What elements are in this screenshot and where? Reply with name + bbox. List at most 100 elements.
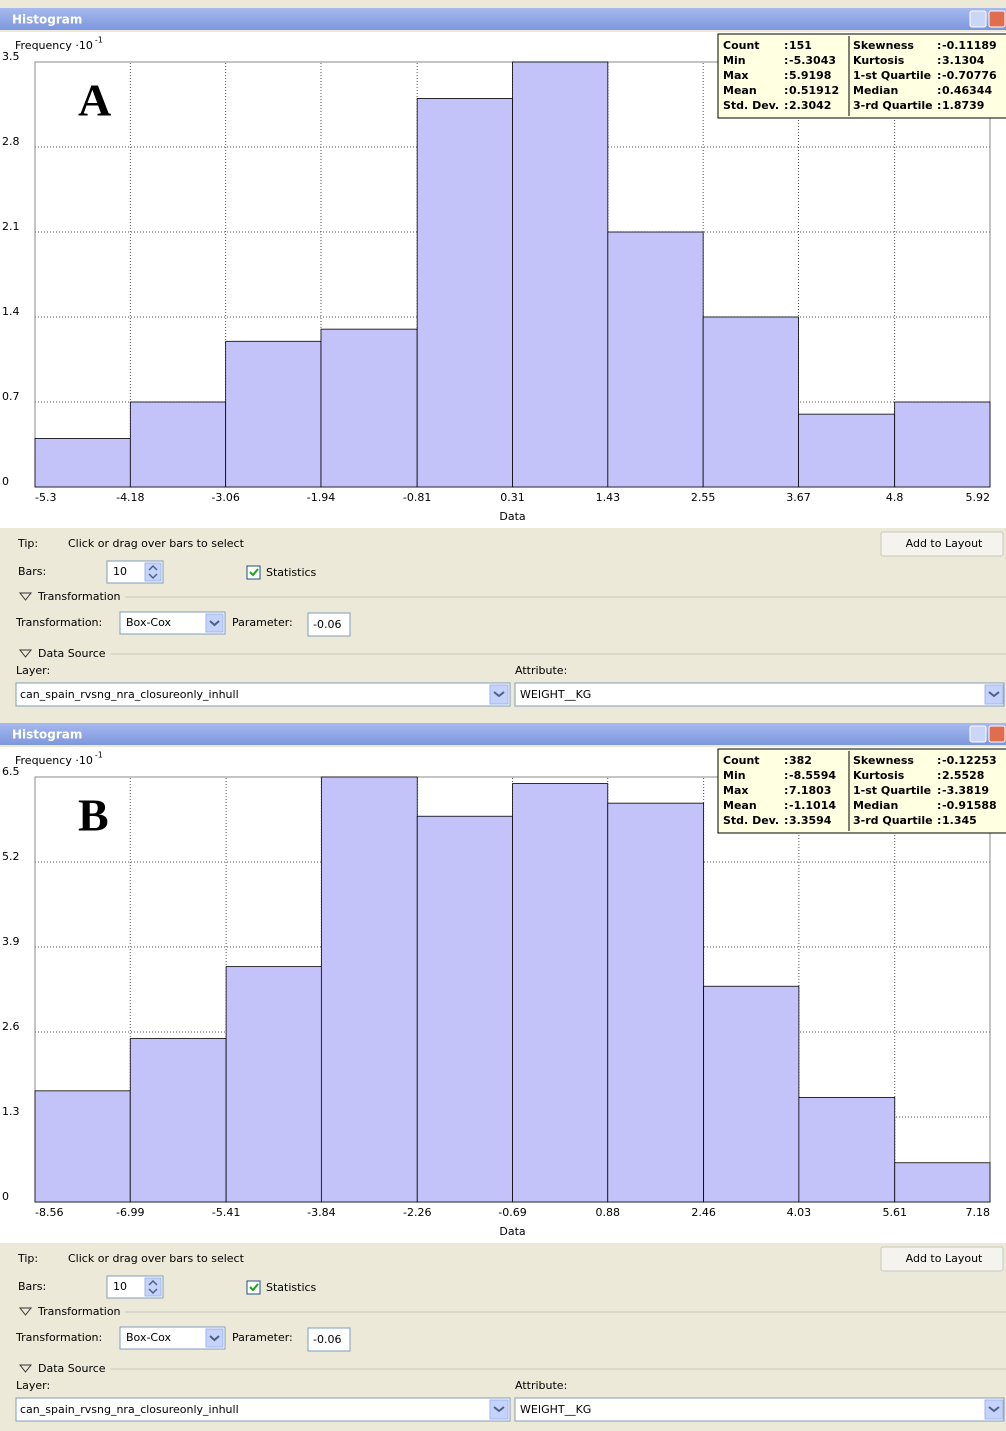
- bar[interactable]: [512, 61, 609, 488]
- section-toggle[interactable]: [18, 1364, 33, 1373]
- y-tick-label: 1.3: [2, 1105, 20, 1118]
- x-tick-label: 1.43: [596, 491, 621, 504]
- bar[interactable]: [894, 401, 991, 488]
- attribute-label: Attribute:: [515, 1379, 567, 1392]
- bar[interactable]: [129, 401, 227, 488]
- statistic-value: -1.1014: [789, 799, 836, 812]
- section-toggle[interactable]: [18, 649, 33, 658]
- title-bar: [0, 8, 1006, 30]
- add-to-layout-label: Add to Layout: [906, 537, 983, 550]
- combo-button[interactable]: [489, 684, 509, 705]
- statistic-colon: :: [784, 99, 788, 112]
- bar[interactable]: [798, 1096, 896, 1203]
- statistic-value: 3.3594: [789, 814, 832, 827]
- bar[interactable]: [607, 231, 704, 488]
- y-axis-label: Frequency ·10: [15, 39, 93, 52]
- help-button[interactable]: [969, 10, 987, 28]
- bar[interactable]: [798, 413, 896, 488]
- tip-text: Click or drag over bars to select: [68, 1252, 245, 1265]
- combo-button[interactable]: [205, 1328, 224, 1348]
- statistic-name: Median: [853, 84, 898, 97]
- statistic-value: 5.9198: [789, 69, 831, 82]
- bar[interactable]: [34, 438, 131, 488]
- statistic-colon: :: [784, 754, 788, 767]
- statistic-value: 2.5528: [942, 769, 984, 782]
- bar[interactable]: [607, 802, 705, 1203]
- parameter-input[interactable]: [307, 1327, 351, 1352]
- parameter-value: -0.06: [313, 1333, 341, 1346]
- statistic-value: -0.12253: [942, 754, 997, 767]
- combo-button[interactable]: [205, 613, 224, 633]
- statistics-checkbox[interactable]: [246, 1280, 261, 1295]
- add-to-layout-button[interactable]: [880, 531, 1004, 557]
- statistic-name: 3-rd Quartile: [853, 814, 933, 827]
- tip-label: Tip:: [17, 537, 38, 550]
- bar[interactable]: [320, 776, 418, 1203]
- bar[interactable]: [320, 328, 418, 488]
- panel-label: B: [78, 790, 109, 841]
- x-tick-label: -3.84: [307, 1206, 335, 1219]
- y-tick-label: 2.1: [2, 220, 20, 233]
- x-tick-label: -6.99: [116, 1206, 144, 1219]
- combo-button[interactable]: [984, 1399, 1004, 1420]
- statistic-name: Count: [723, 39, 760, 52]
- statistic-value: 0.46344: [942, 84, 992, 97]
- statistic-name: 1-st Quartile: [853, 69, 931, 82]
- attribute-combo[interactable]: [514, 1397, 1005, 1422]
- spin-arrows: [148, 1279, 158, 1295]
- combo-button[interactable]: [984, 684, 1004, 705]
- x-tick-label: -3.06: [211, 491, 239, 504]
- y-axis-exponent: -1: [95, 36, 103, 45]
- statistic-name: Min: [723, 769, 746, 782]
- bar[interactable]: [702, 316, 799, 488]
- close-button[interactable]: [988, 725, 1006, 743]
- statistic-name: Mean: [723, 84, 757, 97]
- x-tick-label: -2.26: [403, 1206, 431, 1219]
- combo-button[interactable]: [489, 1399, 509, 1420]
- transformation-label: Transformation:: [15, 1331, 102, 1344]
- attribute-value: WEIGHT__KG: [520, 1403, 591, 1416]
- transformation-combo[interactable]: [119, 611, 226, 635]
- bars-value: 10: [113, 1280, 127, 1293]
- statistic-value: 151: [789, 39, 812, 52]
- statistic-colon: :: [784, 799, 788, 812]
- bar[interactable]: [416, 98, 513, 488]
- statistic-name: Mean: [723, 799, 757, 812]
- section-toggle[interactable]: [18, 1307, 33, 1316]
- bar[interactable]: [416, 815, 513, 1203]
- bar[interactable]: [129, 1038, 227, 1203]
- layer-label: Layer:: [16, 1379, 50, 1392]
- x-axis-label: Data: [499, 1225, 525, 1238]
- x-tick-label: -5.3: [35, 491, 56, 504]
- layer-combo[interactable]: [15, 1397, 511, 1422]
- statistic-value: 7.1803: [789, 784, 831, 797]
- bars-spin-button[interactable]: [144, 1277, 162, 1297]
- y-axis-exponent: -1: [95, 751, 103, 760]
- statistics-checkbox[interactable]: [246, 565, 261, 580]
- statistic-colon: :: [784, 769, 788, 782]
- bar[interactable]: [225, 340, 322, 488]
- help-button[interactable]: [969, 725, 987, 743]
- parameter-input[interactable]: [307, 612, 351, 637]
- section-toggle[interactable]: [18, 592, 33, 601]
- bar[interactable]: [34, 1090, 131, 1203]
- bars-spin-button[interactable]: [144, 562, 162, 582]
- attribute-combo[interactable]: [514, 682, 1005, 707]
- statistic-colon: :: [937, 769, 941, 782]
- x-tick-label: 3.67: [786, 491, 811, 504]
- bar[interactable]: [512, 783, 609, 1203]
- y-tick-label: 3.9: [2, 935, 20, 948]
- bar[interactable]: [894, 1162, 991, 1203]
- window-title: Histogram: [12, 728, 82, 742]
- statistics-label: Statistics: [266, 566, 317, 579]
- transformation-combo[interactable]: [119, 1326, 226, 1350]
- layer-combo[interactable]: [15, 682, 511, 707]
- statistic-colon: :: [937, 39, 941, 52]
- parameter-label: Parameter:: [232, 616, 293, 629]
- close-button[interactable]: [988, 10, 1006, 28]
- bar[interactable]: [703, 985, 800, 1203]
- x-tick-label: -4.18: [116, 491, 144, 504]
- add-to-layout-button[interactable]: [880, 1246, 1004, 1272]
- tip-label: Tip:: [17, 1252, 38, 1265]
- bar[interactable]: [225, 966, 322, 1203]
